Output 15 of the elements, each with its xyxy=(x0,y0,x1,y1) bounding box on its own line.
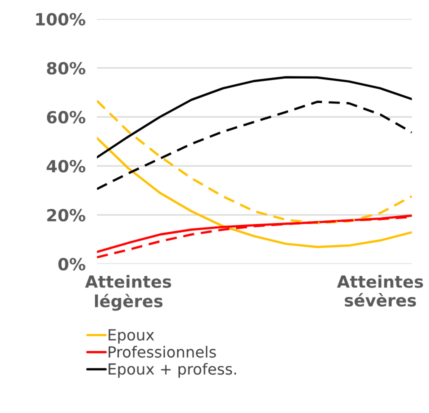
y-tick-label: 20% xyxy=(47,208,86,222)
line-series xyxy=(96,100,412,190)
legend-label: Epoux xyxy=(108,329,154,344)
legend-label: Epoux + profess. xyxy=(108,362,236,378)
legend-label: Professionnels xyxy=(108,346,216,358)
y-tick-label: 100% xyxy=(36,12,86,26)
x-tick-label: Atteintes légères xyxy=(85,275,172,311)
line-series xyxy=(96,100,412,224)
y-tick-label: 0% xyxy=(58,258,86,270)
y-tick-label: 80% xyxy=(46,62,86,75)
y-tick-label: 60% xyxy=(46,110,86,124)
line-series xyxy=(96,76,412,158)
line-series xyxy=(96,136,412,248)
y-tick-label: 40% xyxy=(46,160,86,173)
x-tick-label: Atteintes sévères xyxy=(336,275,424,307)
